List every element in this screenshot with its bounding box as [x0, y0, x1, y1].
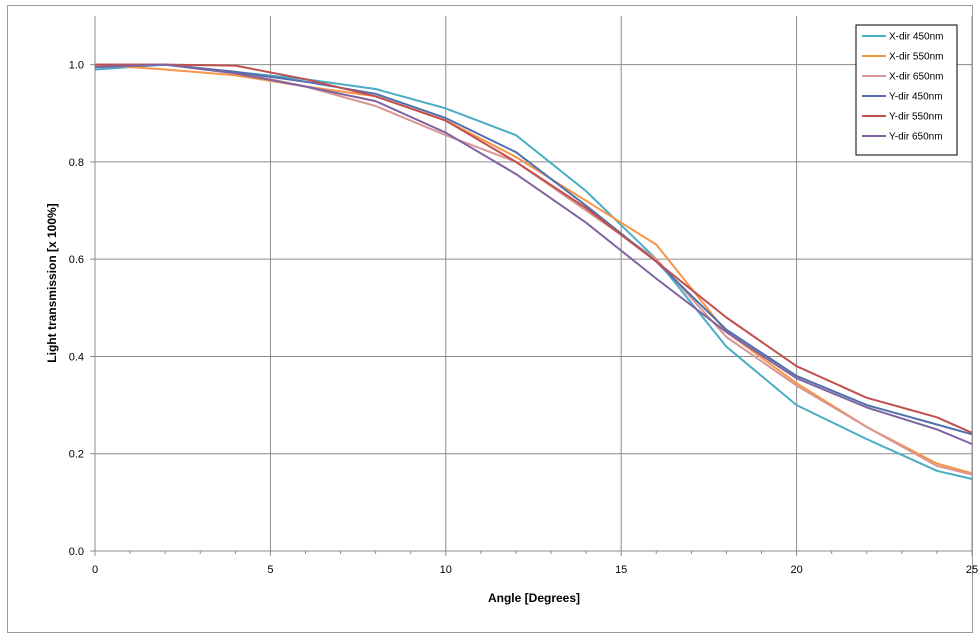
x-tick-label: 15	[615, 564, 627, 576]
legend-label-x-dir-550nm: X-dir 550nm	[889, 52, 943, 63]
y-axis-title: Light transmission [x 100%]	[45, 203, 59, 362]
y-tick-label: 0.4	[69, 351, 84, 363]
axes	[90, 16, 973, 556]
gridlines	[95, 16, 973, 551]
legend-box	[855, 24, 958, 156]
legend-label-y-dir-450nm: Y-dir 450nm	[889, 92, 943, 103]
y-tick-label: 0.2	[69, 449, 84, 461]
y-tick-label: 0.8	[69, 157, 84, 169]
plot-area	[95, 16, 972, 551]
x-tick-label: 20	[790, 564, 802, 576]
x-axis-ticks: 0 5 10 15 20 25	[92, 564, 978, 576]
series-line-y-dir-450nm	[94, 63, 973, 436]
x-tick-label: 25	[966, 564, 978, 576]
y-axis-ticks: 0.0 0.2 0.4 0.6 0.8 1.0	[69, 60, 84, 558]
series-line-y-dir-650nm	[94, 63, 973, 445]
x-tick-label: 5	[267, 564, 273, 576]
y-tick-label: 1.0	[69, 60, 84, 72]
legend-label-x-dir-450nm: X-dir 450nm	[889, 32, 943, 43]
x-tick-label: 0	[92, 564, 98, 576]
y-tick-label: 0.6	[69, 254, 84, 266]
series-lines	[94, 63, 973, 480]
series-line-y-dir-550nm	[95, 63, 973, 434]
x-tick-label: 10	[440, 564, 452, 576]
y-tick-label: 0.0	[69, 546, 84, 558]
legend-label-x-dir-650nm: X-dir 650nm	[889, 72, 943, 83]
legend-label-y-dir-650nm: Y-dir 650nm	[889, 132, 943, 143]
legend-label-y-dir-550nm: Y-dir 550nm	[889, 112, 943, 123]
legend: X-dir 450nm X-dir 550nm X-dir 650nm Y-dir 4…	[855, 24, 958, 156]
x-axis-title: Angle [Degrees]	[488, 591, 580, 605]
